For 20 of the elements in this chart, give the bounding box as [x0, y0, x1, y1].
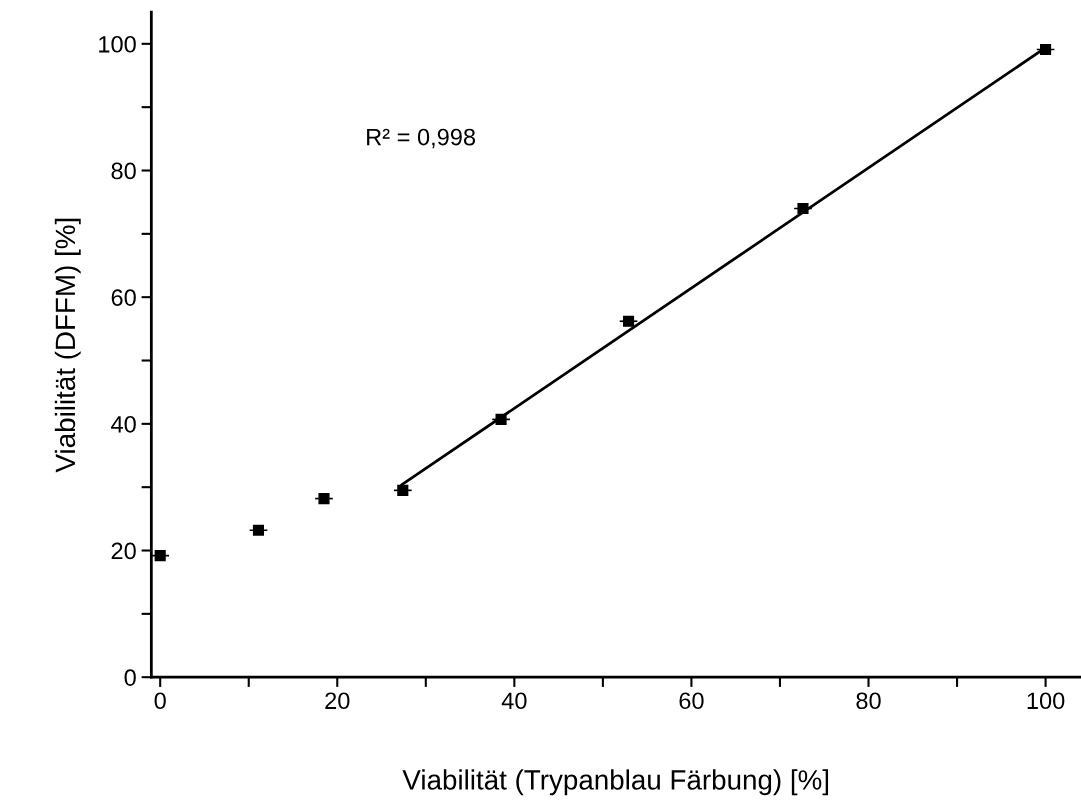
y-tick-label: 100	[99, 35, 136, 53]
y-axis-title: Viabilität (DFFM) [%]	[54, 218, 81, 473]
y-tick-label: 20	[111, 542, 136, 560]
x-tick-label: 60	[679, 692, 704, 710]
point	[252, 524, 265, 536]
x-tick-label: 80	[856, 692, 881, 710]
annotation: R² = 0,998	[367, 128, 476, 149]
point	[397, 484, 409, 496]
x-tick-label: 20	[325, 692, 350, 710]
point	[154, 550, 166, 562]
point	[318, 493, 330, 505]
x-tick-label: 0	[154, 692, 166, 710]
x-tick-label: 40	[501, 692, 527, 710]
point	[623, 315, 635, 327]
y-tick-label: 60	[111, 289, 136, 306]
y-tick-label: 0	[124, 669, 136, 686]
y-tick-label: 40	[111, 415, 136, 433]
y-tick-label: 80	[111, 162, 136, 180]
x-tick-label: 100	[1027, 692, 1065, 710]
x-axis-title: Viabilität (Trypanblau Färbung) [%]	[402, 769, 829, 796]
